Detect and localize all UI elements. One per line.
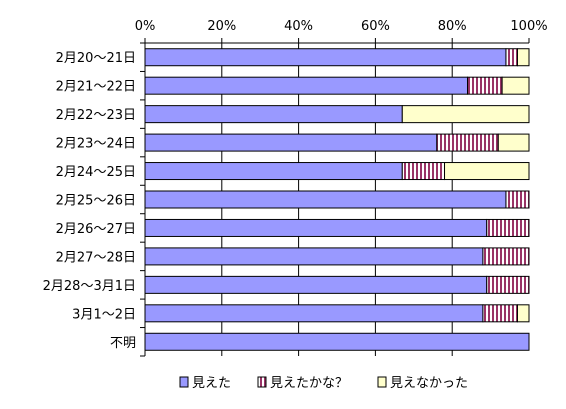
bar-segment [505, 48, 518, 67]
category-label: 2月26～27日 [56, 222, 136, 237]
bar-segment [516, 304, 530, 323]
bar-segment [144, 190, 507, 209]
bar-segment [497, 133, 530, 152]
bar-segment [144, 304, 484, 323]
bar-segment [401, 162, 446, 181]
bar-segment [486, 218, 530, 237]
legend-label: 見えたかな？ [270, 376, 348, 391]
bar-segment [482, 247, 530, 266]
axes: 0% 20% 40% 60% 80% 100% 2月20～21日 2月21～22日 2月22～2… [43, 19, 548, 357]
category-label: 2月24～25日 [56, 165, 136, 180]
bar-segment [482, 304, 518, 323]
legend-swatch [377, 376, 387, 388]
bar-segment [144, 76, 469, 95]
category-label: 2月25～26日 [56, 194, 136, 209]
bar-segment [144, 275, 488, 294]
bar-segment [467, 76, 503, 95]
category-label: 3月1～2日 [72, 307, 136, 322]
bar-segment [144, 133, 438, 152]
bar-segment [486, 275, 530, 294]
legend-swatch [257, 376, 267, 388]
legend-label: 見えた [192, 376, 231, 391]
bar-segment [501, 76, 530, 95]
bar-segment [401, 105, 530, 124]
bar-segment [144, 332, 530, 351]
bar-segment [144, 162, 403, 181]
bar-segment [436, 133, 499, 152]
legend-label: 見えなかった [390, 376, 468, 391]
category-label: 不明 [110, 336, 136, 351]
bar-segment [516, 48, 530, 67]
category-label: 2月21～22日 [56, 80, 136, 95]
category-label: 2月28～3月1日 [43, 279, 136, 294]
legend-swatch [179, 376, 189, 388]
bar-segment [444, 162, 530, 181]
category-label: 2月20～21日 [56, 51, 136, 66]
legend: 見えた 見えたかな？ 見えなかった [179, 376, 468, 391]
category-label: 2月22～23日 [56, 108, 136, 123]
x-tick-label: 100% [510, 19, 547, 34]
category-label: 2月27～28日 [56, 250, 136, 265]
bar-segment [144, 247, 484, 266]
bars [144, 48, 530, 351]
x-tick-label: 80% [438, 19, 467, 34]
bar-segment [144, 218, 488, 237]
bar-segment [505, 190, 530, 209]
x-tick-label: 0% [135, 19, 156, 34]
bar-segment [144, 48, 507, 67]
bar-segment [144, 105, 403, 124]
x-tick-label: 60% [361, 19, 390, 34]
x-tick-label: 40% [284, 19, 313, 34]
x-tick-label: 20% [207, 19, 236, 34]
category-label: 2月23～24日 [56, 137, 136, 152]
